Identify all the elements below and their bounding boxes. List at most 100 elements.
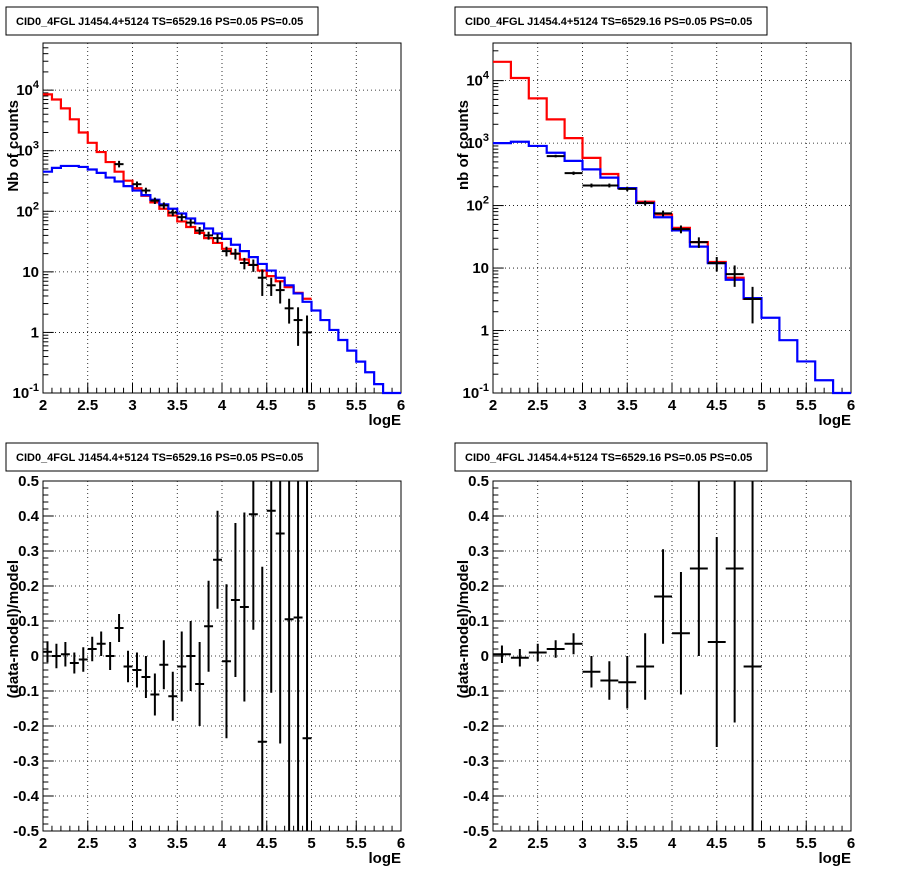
data-point: [707, 257, 726, 272]
data-point: [204, 580, 214, 672]
y-tick-label: 103: [16, 140, 39, 160]
data-point: [248, 259, 258, 272]
data-point: [725, 265, 744, 287]
data-point: [213, 234, 222, 243]
data-point: [275, 281, 285, 304]
chart-title: CID0_4FGL J1454.4+5124 TS=6529.16 PS=0.0…: [465, 16, 752, 28]
y-tick-label: 102: [466, 195, 489, 215]
x-tick-label: 2.5: [527, 397, 548, 414]
data-point: [582, 183, 601, 188]
y-tick-label: 0.1: [18, 613, 39, 630]
y-tick-label: 10: [472, 260, 489, 277]
series-step-1: [43, 93, 312, 300]
data-point: [510, 649, 529, 667]
y-tick-label: 0.3: [468, 543, 489, 560]
data-point: [493, 645, 511, 663]
data-point: [123, 650, 133, 683]
data-point: [689, 237, 708, 248]
data-point: [546, 640, 565, 658]
chart-title-box: [5, 442, 319, 472]
x-tick-label: 2: [39, 397, 47, 414]
data-point: [230, 523, 240, 677]
data-point: [141, 656, 151, 698]
y-tick-label: 10-1: [13, 382, 39, 402]
data-point: [707, 537, 726, 747]
data-point: [654, 549, 672, 644]
data-point: [168, 209, 178, 217]
data-point: [159, 640, 169, 690]
data-point: [186, 219, 196, 227]
y-tick-label: 10-1: [463, 382, 489, 402]
y-tick-label: -0.1: [13, 683, 39, 700]
data-point: [275, 481, 285, 744]
x-tick-label: 5.5: [796, 835, 817, 852]
data-point: [204, 231, 214, 240]
x-axis-title: logE: [369, 850, 402, 867]
data-point: [654, 210, 672, 217]
data-point: [230, 248, 240, 260]
data-point: [600, 661, 619, 700]
data-point: [60, 642, 70, 667]
chart-title: CID0_4FGL J1454.4+5124 TS=6529.16 PS=0.0…: [465, 452, 752, 464]
y-tick-label: -0.1: [463, 683, 489, 700]
chart-panel-3: CID0_4FGL J1454.4+5124 TS=6529.16 PS=0.0…: [5, 442, 405, 867]
data-point: [257, 269, 267, 296]
y-axis-title: (data-model)/model: [5, 560, 22, 698]
data-point: [636, 633, 655, 700]
chart-panel-2: CID0_4FGL J1454.4+5124 TS=6529.16 PS=0.0…: [454, 6, 855, 429]
x-tick-label: 5: [757, 835, 765, 852]
y-axis-title: (data-model)/model: [455, 560, 472, 698]
y-tick-label: 103: [466, 132, 489, 152]
y-tick-label: 0.1: [468, 613, 489, 630]
chart-title: CID0_4FGL J1454.4+5124 TS=6529.16 PS=0.0…: [16, 16, 303, 28]
x-tick-label: 3.5: [617, 835, 638, 852]
x-tick-label: 4.5: [706, 835, 727, 852]
x-tick-label: 3: [578, 397, 586, 414]
x-tick-label: 2.5: [77, 835, 98, 852]
y-tick-label: 0.2: [468, 578, 489, 595]
data-point: [743, 481, 762, 831]
x-tick-label: 2: [489, 397, 497, 414]
data-point: [150, 197, 160, 204]
data-point: [43, 641, 52, 663]
y-tick-label: 0.4: [18, 508, 40, 525]
series-step-2: [43, 164, 401, 395]
y-tick-label: 104: [16, 79, 40, 99]
x-tick-label: 5.5: [796, 397, 817, 414]
data-point: [293, 481, 303, 831]
x-tick-label: 5.5: [346, 835, 367, 852]
data-point: [87, 636, 97, 662]
chart-panel-4: CID0_4FGL J1454.4+5124 TS=6529.16 PS=0.0…: [454, 442, 855, 867]
series-step-2: [493, 140, 851, 395]
data-point: [132, 181, 142, 188]
y-tick-label: -0.5: [13, 823, 39, 840]
data-point: [114, 614, 124, 642]
x-tick-label: 6: [847, 835, 855, 852]
data-point: [150, 673, 160, 716]
data-point: [132, 652, 142, 688]
chart-title: CID0_4FGL J1454.4+5124 TS=6529.16 PS=0.0…: [16, 452, 303, 464]
chart-title-box: [5, 6, 319, 36]
data-point: [69, 652, 79, 674]
data-point: [213, 510, 222, 609]
chart-title-box: [454, 442, 768, 472]
data-point: [51, 643, 61, 669]
x-tick-label: 4.5: [256, 835, 277, 852]
data-point: [105, 642, 115, 670]
y-axis-title: Nb of counts: [5, 100, 22, 192]
x-tick-label: 3: [578, 835, 586, 852]
y-tick-label: 0.5: [468, 473, 489, 490]
x-tick-label: 2: [39, 835, 47, 852]
data-point: [302, 315, 312, 393]
data-point: [284, 298, 294, 324]
y-tick-label: -0.2: [463, 718, 489, 735]
data-point: [195, 642, 205, 726]
x-tick-label: 5.5: [346, 397, 367, 414]
data-point: [689, 481, 708, 656]
data-point: [618, 656, 637, 709]
y-tick-label: 10: [22, 264, 39, 281]
y-tick-label: 0.2: [18, 578, 39, 595]
y-tick-label: -0.4: [13, 788, 40, 805]
data-point: [141, 187, 151, 194]
